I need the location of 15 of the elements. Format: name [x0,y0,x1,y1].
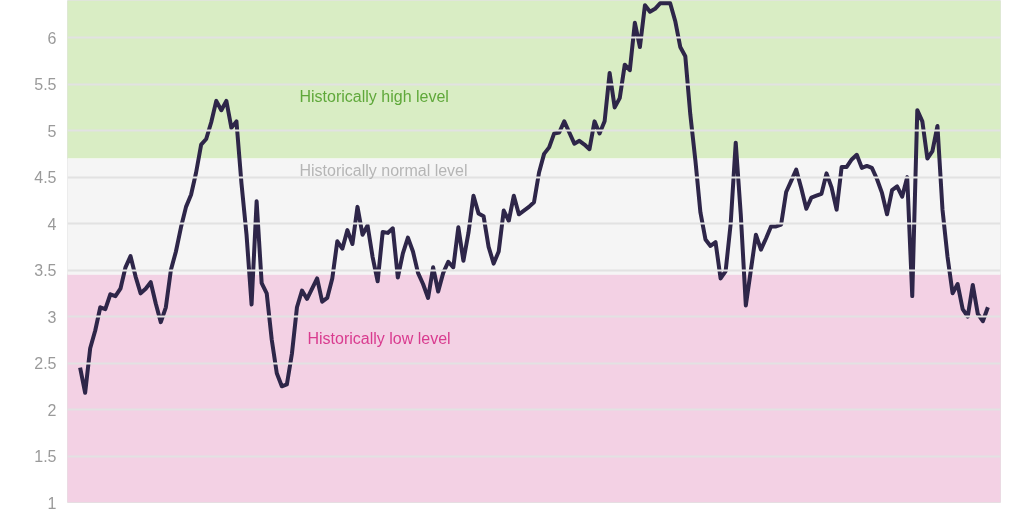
band-label: Historically low level [307,330,451,348]
y-tick-label: 5 [47,122,57,140]
y-tick-label: 4 [47,215,57,233]
y-tick-label: 3.5 [34,262,57,280]
band-label: Historically normal level [299,161,468,179]
y-tick-label: 1.5 [34,448,57,466]
y-tick-label: 6 [47,29,57,47]
y-tick-label: 1 [47,494,57,512]
y-tick-label: 2 [47,401,57,419]
y-tick-label: 3 [47,308,57,326]
y-tick-label: 4.5 [34,169,57,187]
y-tick-label: 5.5 [34,76,57,94]
y-tick-label: 2.5 [34,355,57,373]
band-label: Historically high level [299,88,449,106]
line-series [78,1,990,395]
